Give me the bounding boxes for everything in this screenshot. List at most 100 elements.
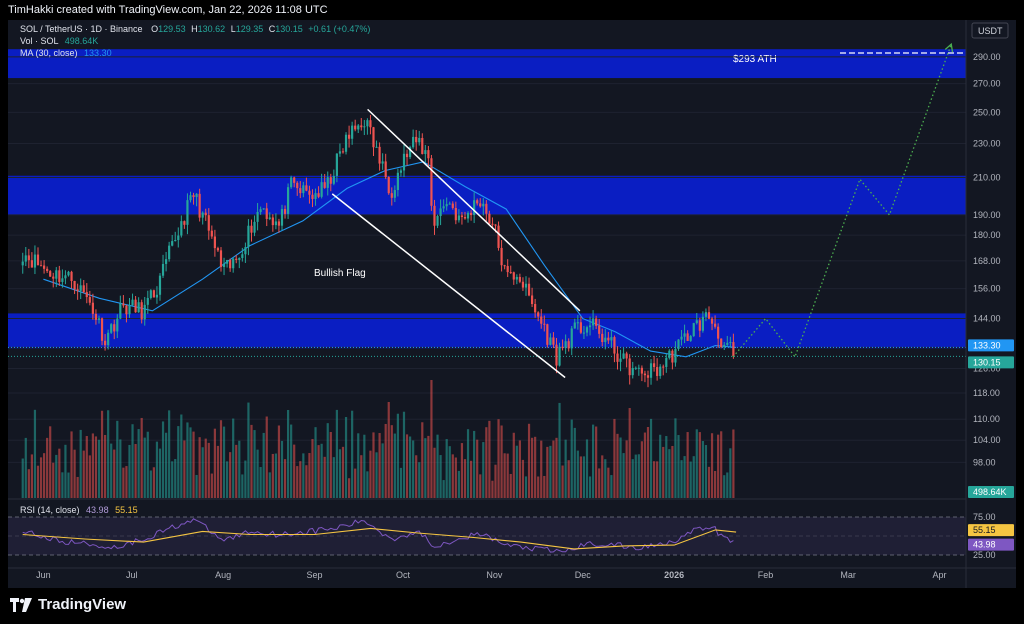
volume-bar <box>122 467 125 498</box>
candle <box>302 181 305 198</box>
volume-bar <box>363 434 366 498</box>
candle-body <box>241 254 244 258</box>
volume-bar <box>534 436 537 498</box>
price-tick-label: 118.00 <box>973 388 1000 398</box>
candle-body <box>607 337 610 341</box>
volume-bar <box>158 448 162 498</box>
volume-bar <box>201 447 204 498</box>
candle <box>558 342 561 367</box>
candle <box>265 202 268 227</box>
candle <box>311 189 314 208</box>
candle <box>46 266 49 273</box>
candle <box>338 143 342 157</box>
tradingview-logo-icon <box>10 597 32 612</box>
candle-body <box>543 323 546 325</box>
candle <box>290 175 293 189</box>
candle-body <box>33 254 37 268</box>
candle <box>174 231 177 242</box>
volume-bar <box>27 469 30 498</box>
candle <box>103 334 107 351</box>
volume-bar <box>652 461 656 498</box>
currency-button[interactable]: USDT <box>971 22 1009 39</box>
candle-body <box>390 193 393 198</box>
volume-bar <box>219 420 223 498</box>
candle <box>369 114 372 135</box>
candle-body <box>253 221 256 233</box>
close-price-tag-text: 130.15 <box>973 357 1001 367</box>
candle <box>85 283 88 304</box>
candle-body <box>94 313 98 320</box>
candle-body <box>354 125 357 130</box>
candle <box>534 298 537 318</box>
candle-body <box>570 328 573 349</box>
candle-body <box>164 259 168 264</box>
candle <box>235 255 238 264</box>
price-tick-label: 168.00 <box>973 256 1001 266</box>
candle <box>21 252 24 274</box>
volume-bar <box>180 414 183 498</box>
volume-bar <box>314 427 317 498</box>
volume-price-tag: 498.64K <box>968 486 1014 498</box>
candle <box>488 210 491 224</box>
volume-bar <box>616 433 619 498</box>
candle <box>381 153 384 170</box>
candle-body <box>311 194 314 199</box>
candle <box>64 270 67 285</box>
candle-body <box>204 212 207 216</box>
volume-bar <box>393 433 396 498</box>
volume-bar <box>290 424 293 498</box>
candle <box>280 204 284 231</box>
volume-price-tag-text: 498.64K <box>973 487 1007 497</box>
candle <box>659 364 662 379</box>
volume-bar <box>143 437 146 498</box>
candle-body <box>305 185 308 191</box>
candle-body <box>576 322 579 324</box>
volume-bar <box>100 410 104 498</box>
candle <box>372 126 375 157</box>
volume-bar <box>305 465 308 498</box>
candle <box>354 119 357 132</box>
volume-bar <box>561 465 564 498</box>
volume-bar <box>671 445 674 498</box>
candle <box>469 210 473 221</box>
rsi-tick-25: 25.00 <box>973 550 996 560</box>
candle <box>91 293 94 320</box>
time-tick-label: Jul <box>126 570 138 580</box>
candle-body <box>683 333 686 337</box>
candle <box>49 270 52 277</box>
volume-bar <box>649 418 653 498</box>
candle-body <box>604 337 607 343</box>
volume-bar <box>268 472 271 498</box>
candle-body <box>262 208 265 210</box>
volume-bar <box>311 439 314 498</box>
candle <box>210 225 213 239</box>
volume-bar <box>619 437 622 498</box>
volume-bar <box>338 449 342 498</box>
price-chart[interactable]: $293 ATH Bullish Flag 98.00 104.00 110.00 1… <box>8 20 1016 588</box>
candle <box>445 197 448 211</box>
volume-bar <box>241 474 244 498</box>
time-tick-label: Aug <box>215 570 231 580</box>
candle <box>146 290 149 314</box>
volume-bar <box>588 476 592 498</box>
candle-body <box>201 212 204 218</box>
candle-body <box>128 305 131 315</box>
candle <box>134 296 137 313</box>
candle <box>36 247 40 266</box>
candle <box>180 215 183 238</box>
volume-bar <box>567 460 570 498</box>
candle <box>549 333 552 346</box>
candle <box>140 299 143 324</box>
volume-bar <box>113 449 116 498</box>
candle <box>723 341 726 350</box>
candle <box>604 329 607 350</box>
candle-body <box>616 353 619 362</box>
candle-body <box>720 338 723 347</box>
volume-bar <box>296 466 299 498</box>
volume-bar <box>558 402 561 498</box>
candle-body <box>378 146 381 164</box>
volume-bar <box>601 455 604 498</box>
candle <box>677 339 680 351</box>
candle-body <box>265 208 268 219</box>
volume-bar <box>460 443 464 498</box>
